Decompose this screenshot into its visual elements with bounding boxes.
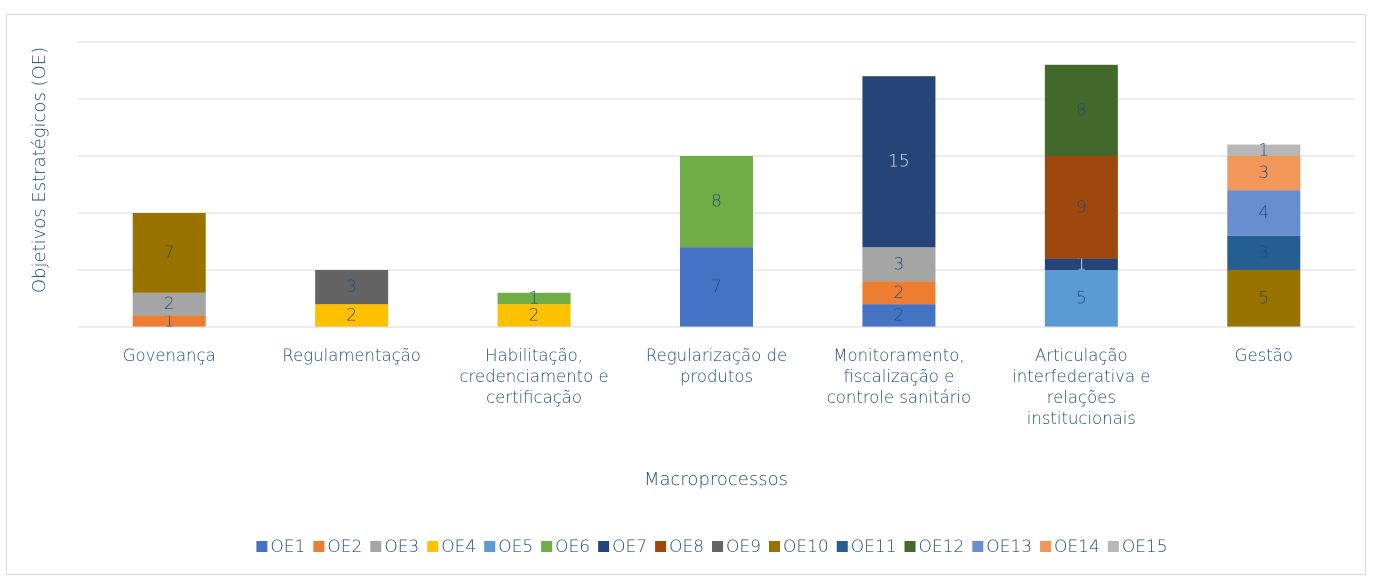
bar-segment bbox=[862, 247, 936, 282]
data-label: 1 bbox=[1076, 254, 1087, 274]
x-tick-label: Gestão bbox=[1234, 346, 1293, 365]
legend-label: OE6 bbox=[555, 537, 590, 557]
bar-segment bbox=[1044, 270, 1118, 327]
legend-label: OE1 bbox=[270, 537, 305, 557]
data-label: 8 bbox=[1076, 100, 1087, 120]
data-label: 1 bbox=[1258, 140, 1269, 160]
legend-swatch bbox=[484, 541, 496, 552]
legend-swatch bbox=[313, 541, 325, 552]
data-label: 2 bbox=[894, 283, 905, 303]
legend-label: OE9 bbox=[726, 537, 761, 557]
legend-swatch bbox=[1040, 541, 1052, 552]
bar-segment bbox=[1044, 258, 1118, 270]
legend-label: OE2 bbox=[327, 537, 362, 557]
legend-swatch bbox=[541, 541, 553, 552]
data-label: 9 bbox=[1076, 197, 1087, 217]
data-label: 7 bbox=[164, 243, 175, 263]
data-label: 3 bbox=[346, 277, 357, 297]
legend-label: OE13 bbox=[986, 537, 1032, 557]
legend-swatch bbox=[256, 541, 268, 552]
legend-swatch bbox=[1107, 541, 1119, 552]
bar-segment bbox=[1227, 270, 1301, 327]
legend-swatch bbox=[972, 541, 984, 552]
legend-swatch bbox=[768, 541, 780, 552]
data-label: 2 bbox=[894, 306, 905, 326]
bar-segment bbox=[132, 315, 206, 327]
data-label: 2 bbox=[164, 294, 175, 314]
data-label: 7 bbox=[711, 277, 722, 297]
bar-segment bbox=[1227, 190, 1301, 236]
bar-segment bbox=[680, 156, 753, 248]
bar-segment bbox=[862, 304, 936, 327]
x-tick-label: Monitoramento, fiscalização e controle s… bbox=[826, 346, 972, 407]
bar-segment bbox=[315, 270, 389, 305]
x-tick-label: Articulação interfederativa e relações i… bbox=[1012, 346, 1151, 428]
data-label: 4 bbox=[1258, 203, 1269, 223]
x-tick-label: Habilitação, credenciamento e certificaç… bbox=[459, 346, 609, 407]
data-label: 1 bbox=[529, 289, 540, 309]
data-label: 1 bbox=[164, 311, 175, 331]
legend-swatch bbox=[598, 541, 610, 552]
legend-label: OE12 bbox=[919, 537, 965, 557]
bar-segment bbox=[132, 292, 206, 316]
data-label: 3 bbox=[1258, 243, 1269, 263]
data-label: 3 bbox=[894, 254, 905, 274]
legend-swatch bbox=[904, 541, 916, 552]
legend-label: OE15 bbox=[1122, 537, 1168, 557]
legend-swatch bbox=[655, 541, 667, 552]
legend-label: OE5 bbox=[498, 537, 533, 557]
data-label: 2 bbox=[346, 306, 357, 326]
x-axis-title: Macroprocessos bbox=[644, 469, 788, 490]
x-tick-label: Govenança bbox=[122, 346, 216, 365]
bar-segment bbox=[497, 292, 571, 305]
data-label: 2 bbox=[529, 306, 540, 326]
legend-swatch bbox=[427, 541, 439, 552]
bar-segment bbox=[315, 304, 389, 327]
x-tick-label: Regulamentação bbox=[282, 346, 421, 365]
legend-swatch bbox=[712, 541, 724, 552]
bar-segment bbox=[680, 247, 753, 327]
x-tick-label: Regularização de produtos bbox=[645, 346, 788, 386]
legend-swatch bbox=[836, 541, 848, 552]
bar-segment bbox=[497, 304, 571, 327]
legend-swatch bbox=[370, 541, 382, 552]
y-axis-title: Objetivos Estratégicos (OE) bbox=[29, 47, 50, 293]
data-label: 5 bbox=[1076, 289, 1087, 309]
data-label: 5 bbox=[1258, 289, 1269, 309]
bar-segment bbox=[132, 213, 206, 293]
bar-segment bbox=[1044, 64, 1118, 156]
legend-label: OE14 bbox=[1054, 537, 1100, 557]
bar-segment bbox=[1227, 235, 1301, 270]
legend-label: OE4 bbox=[441, 537, 476, 557]
legend-label: OE11 bbox=[851, 537, 897, 557]
bar-segment bbox=[862, 76, 936, 248]
legend-label: OE10 bbox=[783, 537, 829, 557]
data-label: 15 bbox=[888, 152, 910, 172]
legend-label: OE7 bbox=[612, 537, 647, 557]
legend-label: OE8 bbox=[669, 537, 704, 557]
bar-segment bbox=[862, 281, 936, 305]
data-label: 8 bbox=[711, 192, 722, 212]
data-label: 3 bbox=[1258, 163, 1269, 183]
bar-segment bbox=[1227, 144, 1301, 156]
bar-segment bbox=[1227, 156, 1301, 191]
bar-segment bbox=[1044, 156, 1118, 259]
legend-label: OE3 bbox=[384, 537, 419, 557]
chart-frame bbox=[6, 14, 1366, 575]
